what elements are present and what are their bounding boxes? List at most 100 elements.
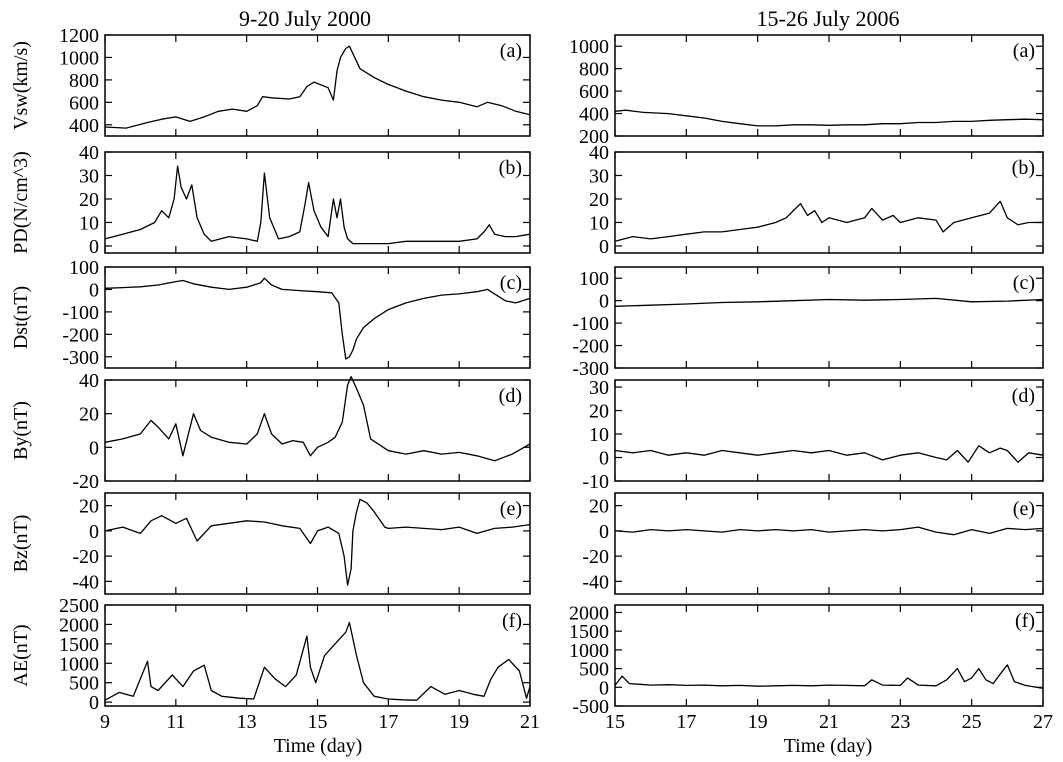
series-line — [104, 45, 531, 129]
series-line — [104, 277, 531, 360]
y-tick-label: 100 — [579, 268, 609, 290]
panel-left-4: -20 0 20 40 (d) By(nT) — [10, 370, 531, 493]
y-tick-label: -40 — [582, 571, 609, 593]
panel-frame — [614, 266, 1044, 369]
panel-tag: (d) — [499, 385, 522, 407]
y-tick-label: 0 — [89, 521, 99, 543]
y-tick-label: 0 — [599, 448, 609, 470]
y-tick-label: -300 — [572, 358, 609, 380]
xlabel-right: Time (day) — [784, 735, 873, 757]
y-tick-label: 1200 — [59, 25, 99, 47]
panel-frame — [104, 492, 531, 595]
x-tick-label: 21 — [819, 711, 839, 733]
y-tick-label: -500 — [572, 696, 609, 718]
y-tick-label: 1500 — [569, 621, 609, 643]
y-tick-label: 500 — [69, 673, 99, 695]
y-axis-label: By(nT) — [10, 401, 32, 460]
y-tick-label: -40 — [72, 571, 99, 593]
panel-tag: (e) — [1013, 498, 1035, 520]
y-tick-label: 0 — [89, 279, 99, 301]
y-tick-label: 0 — [89, 692, 99, 714]
panel-tag: (b) — [499, 157, 522, 179]
panel-tag: (a) — [1013, 40, 1035, 62]
x-tick-label: 17 — [676, 711, 696, 733]
title-left: 9-20 July 2000 — [239, 6, 371, 31]
y-tick-label: 2000 — [59, 614, 99, 636]
y-tick-label: 100 — [69, 257, 99, 279]
y-tick-label: 1000 — [59, 47, 99, 69]
series-line — [614, 526, 1044, 536]
y-tick-label: -20 — [582, 546, 609, 568]
x-tick-label: 11 — [166, 711, 185, 733]
x-tick-label: 25 — [962, 711, 982, 733]
panel-left-5: -40 -20 0 20 (e) Bz(nT) — [10, 492, 531, 595]
panel-tag: (d) — [1012, 385, 1035, 407]
series-line — [104, 621, 531, 701]
y-tick-label: 0 — [599, 236, 609, 258]
series-line — [104, 375, 531, 462]
series-line — [104, 165, 531, 245]
y-tick-label: 600 — [69, 92, 99, 114]
y-tick-label: -200 — [62, 324, 99, 346]
y-tick-label: 0 — [599, 291, 609, 313]
y-tick-label: -100 — [62, 302, 99, 324]
x-tick-label: 15 — [605, 711, 625, 733]
y-tick-label: 20 — [79, 189, 99, 211]
series-line — [104, 498, 531, 586]
series-line — [614, 445, 1044, 463]
x-tick-label: 13 — [237, 711, 257, 733]
x-tick-label: 19 — [748, 711, 768, 733]
y-axis-label: Vsw(km/s) — [10, 41, 32, 130]
y-tick-label: 0 — [89, 437, 99, 459]
panel-tag: (f) — [1015, 610, 1035, 632]
x-tick-label: 23 — [890, 711, 910, 733]
panel-tag: (f) — [502, 610, 522, 632]
y-tick-label: 0 — [599, 677, 609, 699]
y-tick-label: 20 — [589, 496, 609, 518]
y-tick-label: 1000 — [569, 640, 609, 662]
y-tick-label: 1000 — [59, 653, 99, 675]
x-tick-label: 27 — [1033, 711, 1053, 733]
series-line — [614, 109, 1044, 127]
y-tick-label: 2000 — [569, 602, 609, 624]
y-tick-label: -200 — [572, 336, 609, 358]
y-tick-label: -20 — [72, 471, 99, 493]
y-tick-label: 2500 — [59, 595, 99, 617]
x-tick-label: 21 — [520, 711, 540, 733]
y-axis-label: Bz(nT) — [10, 515, 32, 573]
panel-frame — [614, 492, 1044, 595]
y-tick-label: 40 — [79, 370, 99, 392]
y-tick-label: 30 — [589, 377, 609, 399]
panel-frame — [104, 379, 531, 482]
panel-frame — [614, 379, 1044, 482]
panel-tag: (a) — [500, 40, 522, 62]
y-tick-label: -300 — [62, 347, 99, 369]
series-line — [614, 297, 1044, 307]
plot-area: 40060080010001200(a)Vsw(km/s)010203040(b… — [10, 25, 1053, 733]
y-tick-label: -100 — [572, 313, 609, 335]
y-tick-label: 10 — [589, 212, 609, 234]
y-tick-label: 30 — [79, 165, 99, 187]
y-tick-label: 600 — [579, 81, 609, 103]
y-tick-label: 500 — [579, 659, 609, 681]
y-tick-label: 10 — [589, 424, 609, 446]
y-tick-label: 10 — [79, 212, 99, 234]
x-tick-label: 15 — [308, 711, 328, 733]
y-tick-label: -20 — [72, 546, 99, 568]
y-axis-label: AE(nT) — [10, 624, 32, 686]
y-tick-label: 800 — [579, 59, 609, 81]
panel-tag: (e) — [500, 498, 522, 520]
panel-right-5: -40 -20 0 20 (e) — [582, 492, 1044, 595]
panel-frame — [614, 604, 1044, 707]
panel-frame — [614, 151, 1044, 254]
series-line — [614, 200, 1043, 242]
x-tick-label: 9 — [100, 711, 110, 733]
